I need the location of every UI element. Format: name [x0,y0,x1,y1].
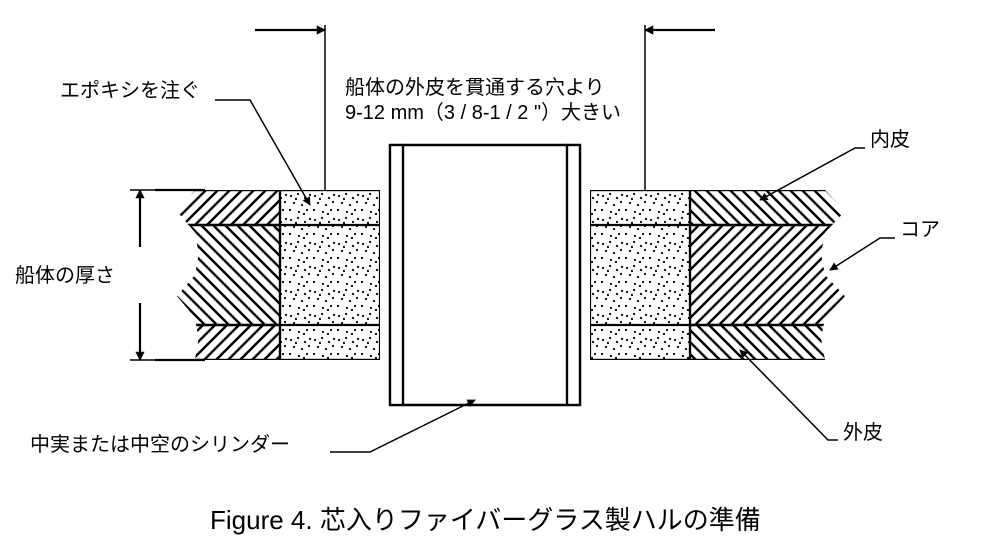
label-cylinder: 中実または中空のシリンダー [30,432,290,459]
label-hole-note-2: 9-12 mm（3 / 8-1 / 2 "）大きい [345,100,621,127]
label-hull-thickness: 船体の厚さ [15,263,115,290]
figure-caption: Figure 4. 芯入りファイバーグラス製ハルの準備 [210,500,761,537]
label-outer-skin: 外皮 [843,420,883,447]
label-inner-skin: 内皮 [870,127,910,154]
label-pour-epoxy: エポキシを注ぐ [60,78,200,105]
label-core: コア [900,217,940,244]
diagram-stage: エポキシを注ぐ 船体の外皮を貫通する穴より 9-12 mm（3 / 8-1 / … [0,0,1000,550]
label-hole-note-1: 船体の外皮を貫通する穴より [345,75,605,102]
